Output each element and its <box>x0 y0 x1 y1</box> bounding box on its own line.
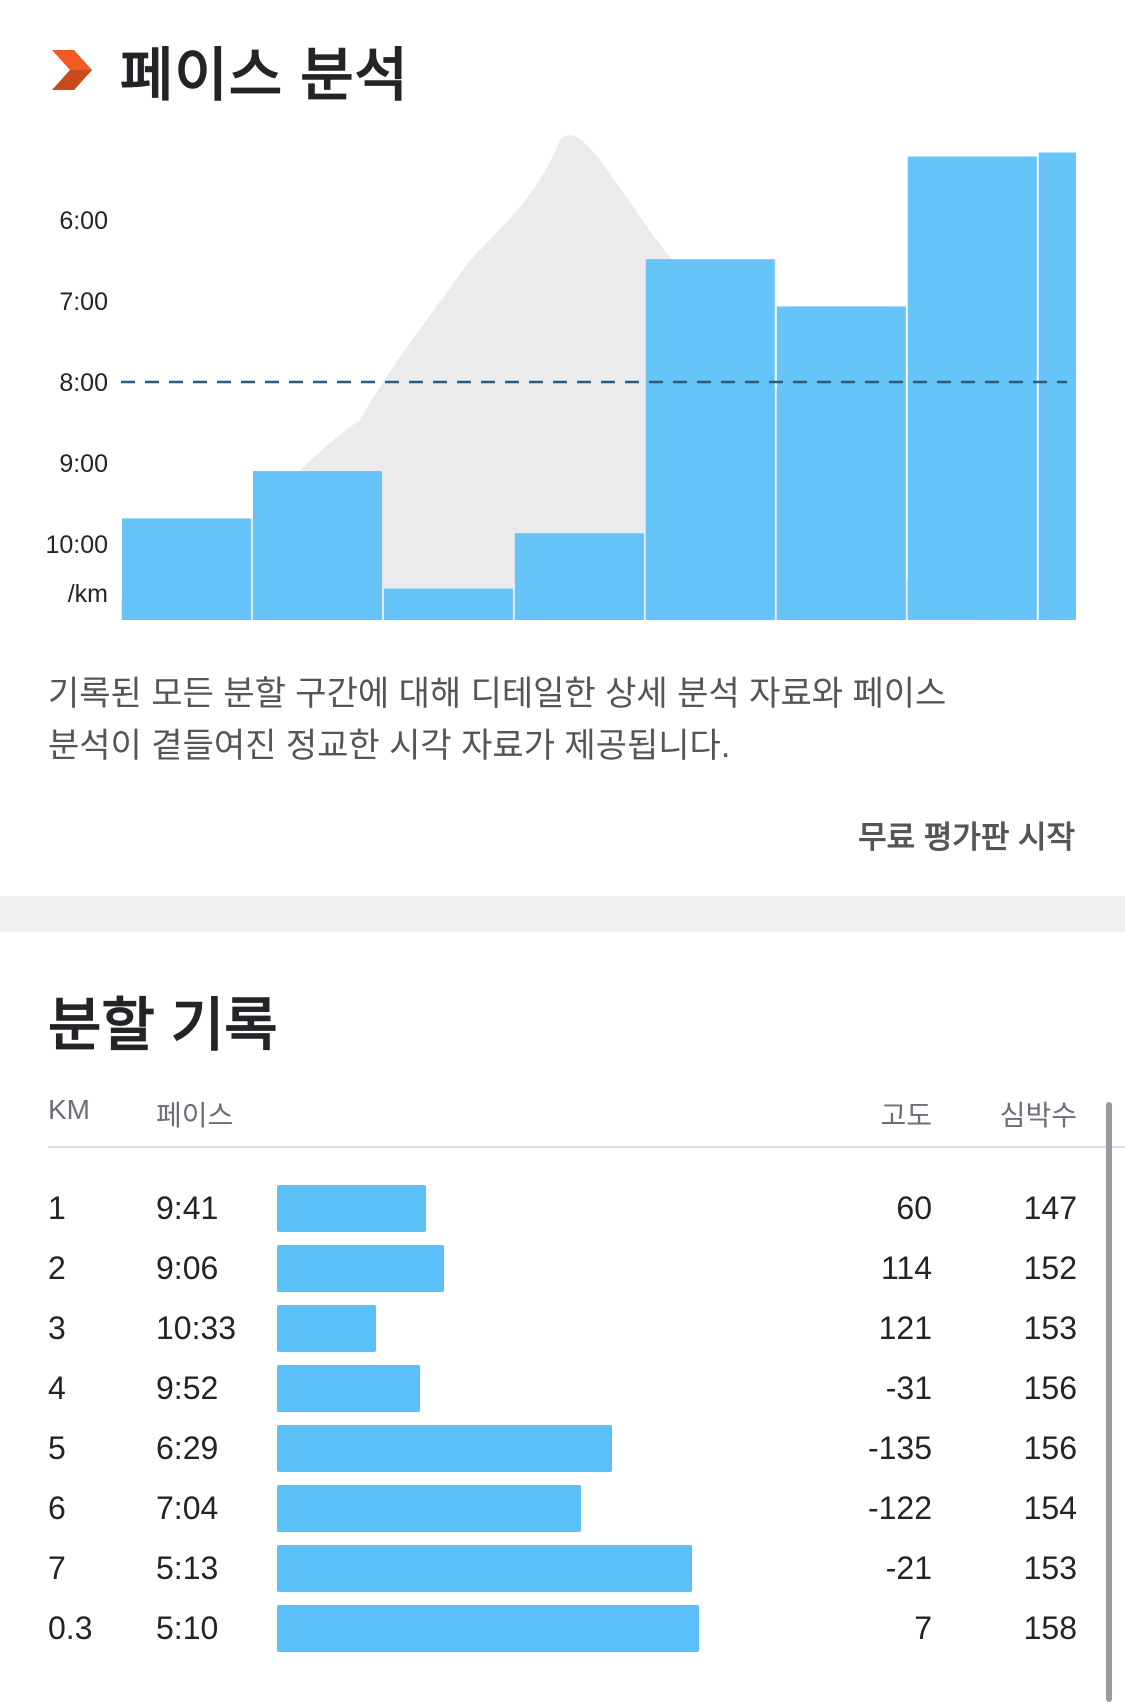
y-tick-label: 8:00 <box>59 369 108 397</box>
y-tick-label: 10:00 <box>45 531 108 559</box>
split-km: 2 <box>48 1250 66 1286</box>
split-km: 6 <box>48 1490 66 1526</box>
split-elevation: -21 <box>885 1550 932 1586</box>
pace-description-line-2: 분석이 곁들여진 정교한 시각 자료가 제공됩니다. <box>48 727 731 765</box>
pace-description-line-1: 기록된 모든 분할 구간에 대해 디테일한 상세 분석 자료와 페이스 <box>48 675 947 713</box>
split-heart-rate: 153 <box>1023 1550 1077 1586</box>
split-heart-rate: 152 <box>1023 1250 1077 1286</box>
pace-chart-bar <box>383 588 513 620</box>
pace-bar <box>277 1245 444 1292</box>
pace-chart-bar <box>907 156 1037 620</box>
table-row: 5 6:29 -135 156 <box>0 1418 1125 1478</box>
section-divider <box>0 896 1125 932</box>
table-row: 2 9:06 114 152 <box>0 1238 1125 1298</box>
split-heart-rate: 153 <box>1023 1310 1077 1346</box>
pace-chart-bar <box>645 259 775 621</box>
y-tick-label: 6:00 <box>59 207 108 235</box>
split-pace: 7:04 <box>156 1490 219 1526</box>
orange-chevron-icon <box>52 50 92 90</box>
header-heart-rate: 심박수 <box>999 1100 1077 1131</box>
pace-description: 기록된 모든 분할 구간에 대해 디테일한 상세 분석 자료와 페이스 분석이 … <box>48 668 1048 772</box>
split-pace: 5:13 <box>156 1550 219 1586</box>
split-km: 3 <box>48 1310 66 1346</box>
table-row: 7 5:13 -21 153 <box>0 1538 1125 1598</box>
header-divider <box>48 1146 1125 1148</box>
split-pace: 5:10 <box>156 1610 219 1646</box>
pace-analysis-header: 페이스 분석 <box>50 30 409 110</box>
split-km: 7 <box>48 1550 66 1586</box>
split-elevation: -122 <box>867 1490 932 1526</box>
pace-bar <box>277 1485 581 1532</box>
y-tick-label: 7:00 <box>59 288 108 316</box>
pace-chart-bar <box>122 518 251 620</box>
split-km: 1 <box>48 1190 66 1226</box>
pace-bar <box>277 1605 699 1652</box>
split-elevation: 60 <box>896 1190 932 1226</box>
split-elevation: -31 <box>885 1370 932 1406</box>
split-km: 5 <box>48 1430 66 1466</box>
pace-chart-bar <box>514 533 644 620</box>
split-pace: 9:41 <box>156 1190 219 1226</box>
split-heart-rate: 156 <box>1023 1430 1077 1466</box>
pace-chart-bar <box>776 306 906 620</box>
split-elevation: 121 <box>878 1310 932 1346</box>
pace-analysis-title: 페이스 분석 <box>120 43 409 108</box>
splits-title: 분할 기록 <box>48 993 278 1058</box>
table-row: 3 10:33 121 153 <box>0 1298 1125 1358</box>
split-elevation: -135 <box>867 1430 932 1466</box>
table-row: 0.3 5:10 7 158 <box>0 1598 1125 1658</box>
split-elevation: 7 <box>914 1610 932 1646</box>
pace-bar <box>277 1365 420 1412</box>
y-unit-label: /km <box>68 580 108 608</box>
pace-bar <box>277 1425 612 1472</box>
split-heart-rate: 156 <box>1023 1370 1077 1406</box>
split-km: 4 <box>48 1370 66 1406</box>
table-row: 1 9:41 60 147 <box>0 1178 1125 1238</box>
split-pace: 9:52 <box>156 1370 219 1406</box>
start-free-trial-link[interactable]: 무료 평가판 시작 <box>858 820 1075 855</box>
table-row: 6 7:04 -122 154 <box>0 1478 1125 1538</box>
pace-bar <box>277 1545 692 1592</box>
pace-bar <box>277 1305 376 1352</box>
split-heart-rate: 154 <box>1023 1490 1077 1526</box>
split-pace: 9:06 <box>156 1250 219 1286</box>
split-km: 0.3 <box>48 1610 93 1646</box>
pace-chart-bar <box>253 471 382 620</box>
split-elevation: 114 <box>880 1250 932 1286</box>
header-pace: 페이스 <box>156 1100 234 1131</box>
y-tick-label: 9:00 <box>59 450 108 478</box>
split-pace: 10:33 <box>156 1310 237 1346</box>
table-row: 4 9:52 -31 156 <box>0 1358 1125 1418</box>
pace-chart: 6:00 7:00 8:00 9:00 10:00/km <box>45 135 1077 621</box>
split-heart-rate: 158 <box>1023 1610 1077 1646</box>
split-pace: 6:29 <box>156 1430 219 1466</box>
split-heart-rate: 147 <box>1023 1190 1077 1226</box>
pace-chart-bar <box>1038 152 1076 620</box>
header-elevation: 고도 <box>880 1100 932 1131</box>
scrollbar[interactable] <box>1106 1102 1112 1702</box>
pace-bar <box>277 1185 426 1232</box>
header-km: KM <box>48 1094 90 1125</box>
